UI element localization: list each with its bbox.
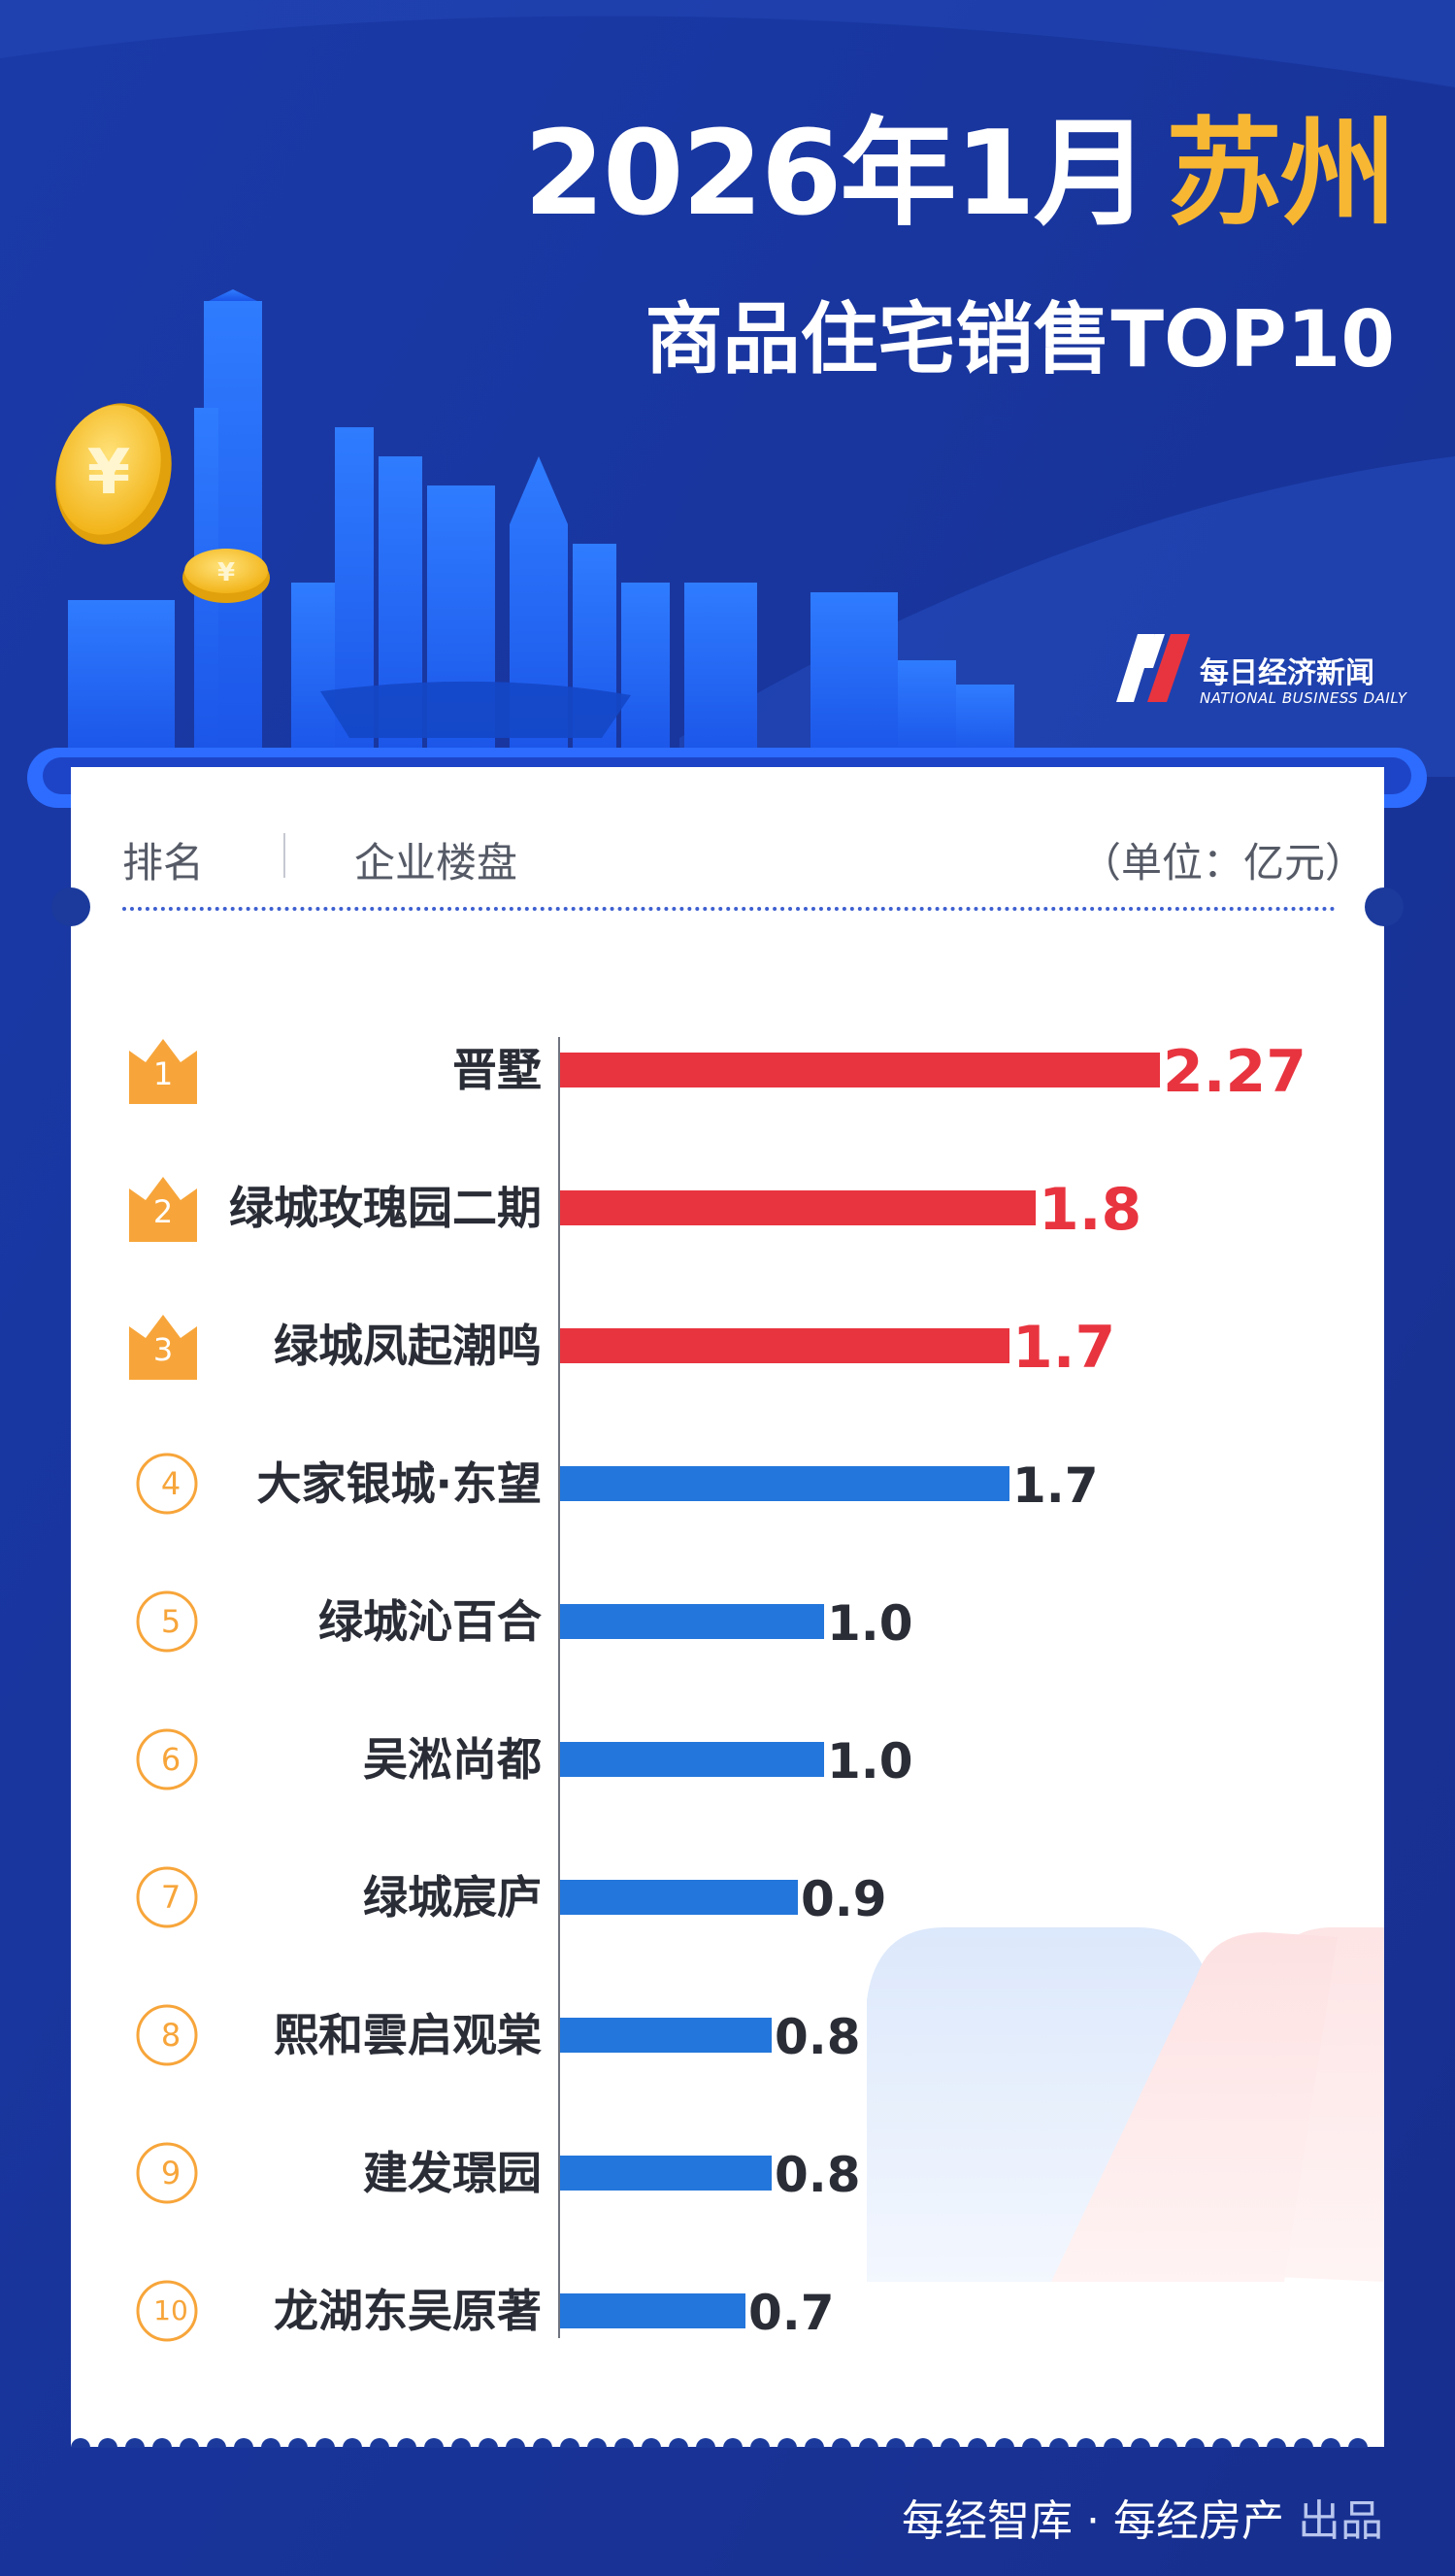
bar-category-label: 绿城凤起潮鸣 [274, 1320, 542, 1372]
bar [560, 2156, 772, 2191]
bar-category-label: 龙湖东吴原著 [274, 2285, 542, 2337]
bar-value-label: 0.8 [775, 2009, 861, 2065]
coin-small-icon: ¥ [182, 549, 270, 603]
rank-circle-icon [136, 1453, 198, 1515]
header-dotted-divider [122, 907, 1336, 911]
rank-number: 8 [160, 2017, 182, 2054]
bar-category-label: 绿城沁百合 [318, 1595, 542, 1648]
rank-number: 5 [160, 1603, 182, 1640]
bar-value-label: 1.8 [1039, 1176, 1142, 1244]
bar-value-label: 2.27 [1163, 1038, 1307, 1106]
bar [560, 1880, 798, 1915]
page-subtitle: 商品住宅销售TOP10 [645, 294, 1395, 385]
rank-number: 4 [160, 1465, 182, 1502]
bar-category-label: 建发璟园 [363, 2147, 542, 2199]
bar [560, 1604, 824, 1639]
bar-value-label: 0.9 [801, 1871, 887, 1927]
svg-text:¥: ¥ [87, 437, 131, 509]
card-notch-left [51, 887, 90, 926]
rank-crown-icon [129, 1315, 197, 1380]
header-unit: （单位：亿元） [1079, 839, 1366, 887]
rank-crown-icon [129, 1177, 197, 1242]
card-notch-right [1365, 887, 1404, 926]
header-rank: 排名 [122, 839, 205, 887]
bar [560, 1190, 1036, 1225]
rank-number: 10 [153, 2294, 188, 2326]
rank-crown-icon [129, 1039, 197, 1104]
bar-category-label: 绿城玫瑰园二期 [229, 1182, 542, 1234]
bar-value-label: 0.8 [775, 2147, 861, 2203]
rank-number: 2 [152, 1193, 174, 1230]
rank-circle-icon [136, 1866, 198, 1928]
header-name: 企业楼盘 [354, 839, 518, 887]
card-decoration [867, 1927, 1384, 2282]
brand-name-en: NATIONAL BUSINESS DAILY [1200, 689, 1407, 707]
bar [560, 2018, 772, 2053]
bar-value-label: 1.0 [827, 1733, 913, 1790]
rank-number: 6 [160, 1741, 182, 1778]
rank-circle-icon [136, 2142, 198, 2204]
bar [560, 1053, 1160, 1087]
rank-circle-icon [136, 1590, 198, 1653]
footer-credit-suffix: 出品 [1298, 2496, 1383, 2546]
header-divider [283, 833, 285, 878]
card-scallop-edge [71, 2438, 1368, 2448]
chart-axis-line [558, 1037, 560, 2338]
bar-value-label: 1.0 [827, 1595, 913, 1652]
rank-number: 1 [152, 1055, 174, 1092]
coin-icon: ¥ [55, 403, 172, 545]
bar-category-label: 晋墅 [452, 1044, 542, 1096]
bar-value-label: 0.7 [748, 2285, 835, 2341]
bar-category-label: 大家银城·东望 [256, 1457, 542, 1510]
bar [560, 1328, 1009, 1363]
title-city: 苏州 [1166, 107, 1397, 242]
rank-circle-icon [136, 2004, 198, 2066]
svg-text:¥: ¥ [217, 558, 235, 587]
brand-logo-icon [1116, 634, 1190, 702]
bar-category-label: 绿城宸庐 [363, 1871, 542, 1924]
footer-credit: 每经智库 · 每经房产 出品 [902, 2486, 1383, 2548]
bar-category-label: 熙和雲启观棠 [274, 2009, 542, 2061]
brand-name-cn: 每日经济新闻 [1200, 656, 1374, 690]
page-title: 2026年1月 苏州 [524, 117, 1397, 233]
bar-value-label: 1.7 [1012, 1457, 1099, 1514]
title-date: 2026年1月 [523, 107, 1150, 242]
bar [560, 2293, 745, 2328]
bar-value-label: 1.7 [1012, 1314, 1116, 1382]
rank-number: 9 [160, 2155, 182, 2191]
footer-credit-text: 每经智库 · 每经房产 [902, 2496, 1284, 2546]
rank-number: 7 [160, 1879, 182, 1916]
bar [560, 1466, 1009, 1501]
bar [560, 1742, 824, 1777]
rank-circle-icon [136, 2280, 198, 2342]
rank-number: 3 [152, 1331, 174, 1368]
bar-category-label: 吴淞尚都 [363, 1733, 542, 1786]
rank-circle-icon [136, 1728, 198, 1790]
